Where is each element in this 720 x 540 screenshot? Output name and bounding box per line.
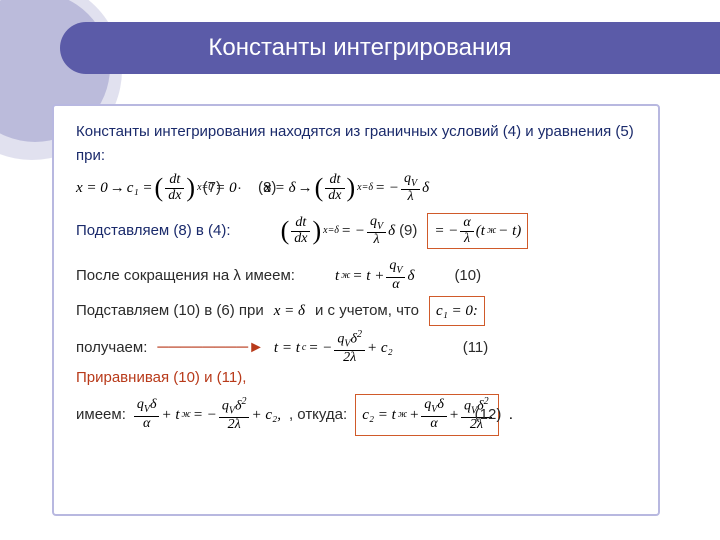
- eq11-number: (11): [463, 336, 489, 360]
- whence-text: , откуда:: [289, 403, 347, 427]
- eq-11-row: получаем: ────────► t = tc = − qVδ22λ + …: [76, 330, 636, 366]
- subst-10-6-row: Подставляем (10) в (6) при x = δ и с уче…: [76, 296, 636, 326]
- after-cut: После сокращения на λ имеем:: [76, 264, 295, 288]
- eq8-math: x = δ → ( dtdx )x=δ = − qVλ δ: [264, 172, 429, 205]
- content-frame: Константы интегрирования находятся из гр…: [52, 104, 660, 516]
- eq9-boxed: = − αλ (tж − t): [427, 213, 528, 249]
- eq-7-8-row: x = 0 → c₁ = ( dtdx )x=0 = 0 (7) · (8) x…: [76, 172, 636, 205]
- eq11-math: t = tc = − qVδ22λ + c₂: [274, 330, 393, 366]
- eq-9-row: Подставляем (8) в (4): ( dtdx )x=δ = − q…: [76, 213, 636, 249]
- subst-8-4: Подставляем (8) в (4):: [76, 219, 231, 243]
- eq12-dot: .: [509, 403, 513, 427]
- eq9-number: (9): [399, 219, 417, 243]
- eq7-number: (7): [203, 176, 221, 200]
- equating-text: Приравнивая (10) и (11),: [76, 366, 636, 390]
- slide-title: Константы интегрирования: [208, 34, 511, 62]
- eq-10-row: После сокращения на λ имеем: tж = t + qV…: [76, 259, 636, 292]
- eq10-number: (10): [454, 264, 481, 288]
- x-delta: x = δ: [274, 299, 305, 323]
- slide-title-band: Константы интегрирования: [0, 22, 720, 74]
- intro-text: Константы интегрирования находятся из гр…: [76, 120, 636, 168]
- eq12a-math: qVδα + tж = − qVδ22λ + c₂,: [134, 397, 281, 433]
- with-account: и с учетом, что: [315, 299, 419, 323]
- get-text: получаем:: [76, 336, 147, 360]
- eq9-math: ( dtdx )x=δ = − qVλ δ: [281, 215, 396, 248]
- subst-10-6: Подставляем (10) в (6) при: [76, 299, 264, 323]
- arrow-icon: ────────►: [157, 335, 264, 361]
- have-text: имеем:: [76, 403, 126, 427]
- c1-zero-box: c₁ = 0:: [429, 296, 485, 326]
- eq-12-row: имеем: qVδα + tж = − qVδ22λ + c₂, , отку…: [76, 394, 636, 436]
- dot-sep: ·: [237, 176, 242, 200]
- eq12-number: (12): [475, 403, 502, 427]
- eq10-math: tж = t + qVα δ: [335, 259, 415, 292]
